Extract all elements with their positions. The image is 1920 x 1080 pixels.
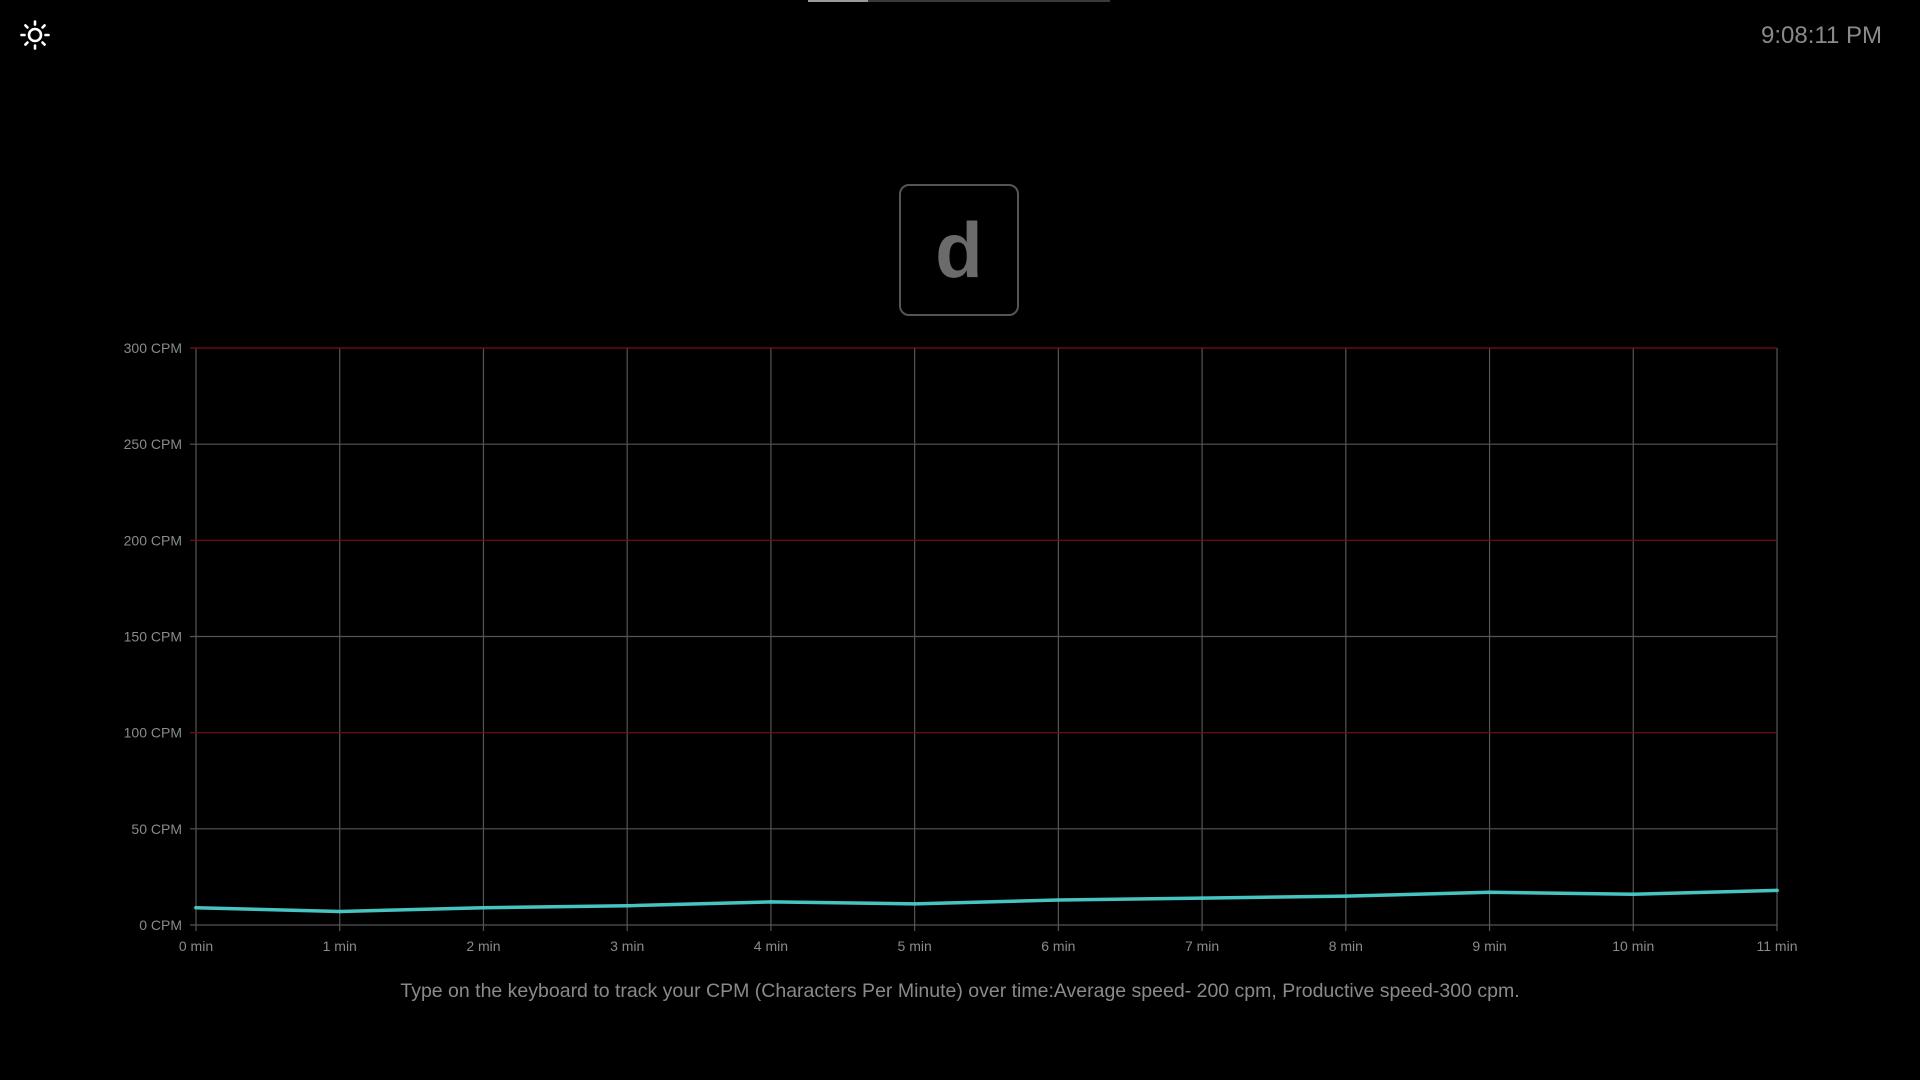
y-tick-label: 50 CPM [131,821,182,837]
cpm-data-point [1200,896,1204,900]
x-tick-label: 9 min [1472,938,1506,954]
y-tick-label: 300 CPM [124,340,182,356]
top-progress-indicator [808,0,1110,2]
y-tick-label: 0 CPM [139,917,182,933]
cpm-data-point [625,903,629,908]
x-tick-label: 7 min [1185,938,1219,954]
x-tick-label: 8 min [1329,938,1363,954]
cpm-line-chart: 0 min 1 min 2 min 3 min 4 min 5 min 6 min 7 min… [124,340,1798,954]
cpm-data-point [481,905,486,910]
clock: 9:08:11 PM [1761,22,1882,49]
y-tick-label: 100 CPM [124,725,182,741]
theme-toggle-button[interactable] [19,19,51,51]
x-tick-label: 10 min [1612,938,1654,954]
y-tick-label: 200 CPM [124,532,182,548]
cpm-data-point [1631,892,1636,897]
cpm-data-point [769,900,773,904]
x-tick-label: 2 min [466,938,500,954]
y-tick-label: 250 CPM [124,436,182,452]
cpm-data-point [1056,898,1061,902]
cpm-data-point [1775,888,1779,893]
x-tick-label: 0 min [179,938,213,954]
sun-icon [20,20,50,50]
cpm-data-point [1487,890,1492,895]
top-progress-fill [808,0,869,2]
cpm-data-point [337,909,342,914]
cpm-data-point [1344,894,1348,898]
chart-axes: 0 min 1 min 2 min 3 min 4 min 5 min 6 min 7 min… [124,340,1798,954]
x-tick-label: 3 min [610,938,644,954]
y-tick-label: 150 CPM [124,629,182,645]
x-tick-label: 11 min [1757,938,1798,954]
x-tick-label: 4 min [754,938,788,954]
x-tick-label: 1 min [323,938,357,954]
cpm-data-point [912,902,917,906]
cpm-data-point [194,905,198,910]
instructions-caption: Type on the keyboard to track your CPM (… [400,980,1520,1002]
chart-series [194,888,1779,914]
x-tick-label: 5 min [898,938,932,954]
cpm-series-line [194,888,1779,914]
chart-gridlines [190,347,1778,931]
x-tick-label: 6 min [1041,938,1075,954]
current-key-display: d [899,184,1019,316]
